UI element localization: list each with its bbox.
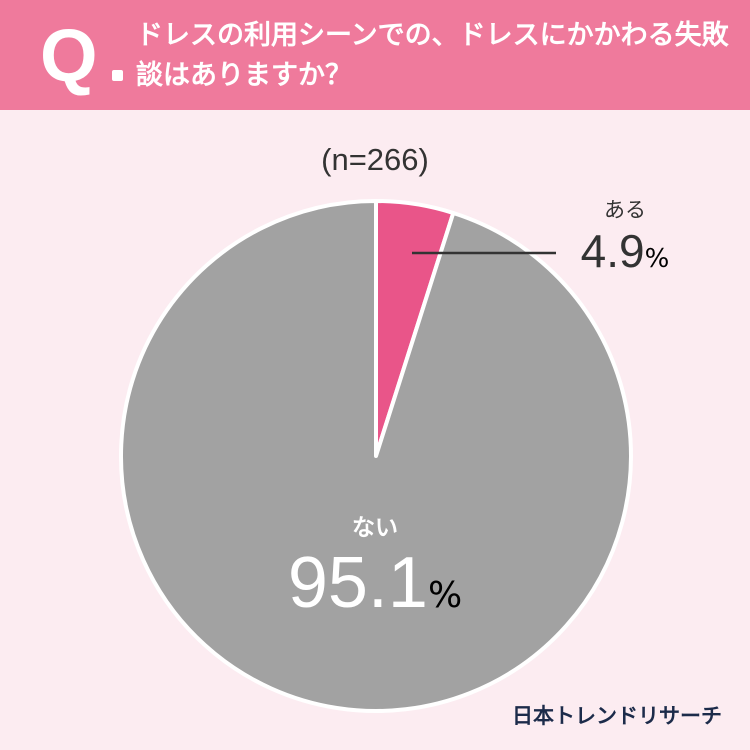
callout-aru: ある 4.9% [560,194,690,278]
question-text: ドレスの利用シーンでの、ドレスにかかわる失敗談はありますか？ [136,20,729,91]
nai-percent-sign: % [427,575,463,616]
brand-logo: 日本トレンドリサーチ [512,704,722,728]
q-mark: Q [40,14,98,97]
question-banner: Q ドレスの利用シーンでの、ドレスにかかわる失敗談はありますか？ [0,0,750,110]
aru-label: ある [604,198,646,222]
q-dot-icon [112,70,123,81]
callout-nai: ない 95.1% [225,508,525,624]
nai-label: ない [352,515,398,541]
pie-slice-nai [119,199,633,713]
nai-value: 95.1 [287,543,428,623]
aru-value: 4.9 [580,225,645,277]
sample-size-label: (n=266) [321,142,429,177]
aru-percent-sign: % [644,244,670,274]
